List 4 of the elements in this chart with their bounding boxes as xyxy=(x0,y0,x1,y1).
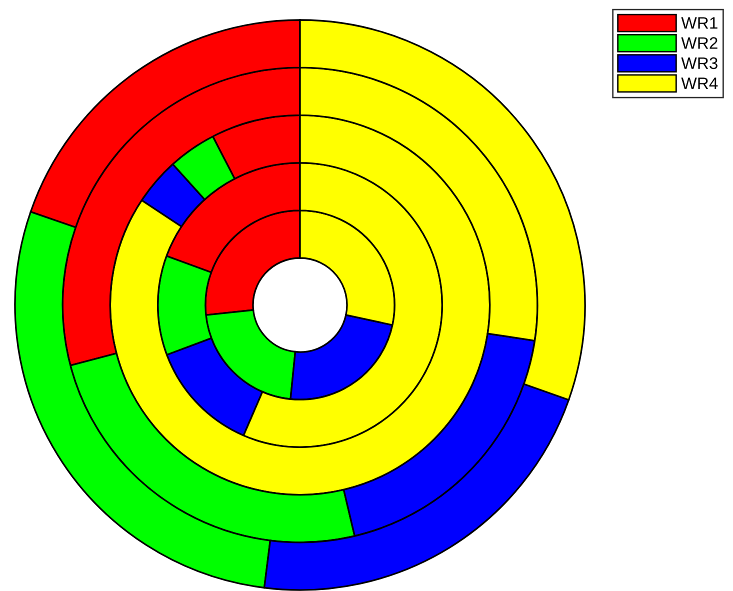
legend-label: WR3 xyxy=(681,57,718,70)
legend-label: WR1 xyxy=(681,17,718,29)
legend-label: WR4 xyxy=(681,78,718,90)
legend-label: WR2 xyxy=(681,37,718,49)
